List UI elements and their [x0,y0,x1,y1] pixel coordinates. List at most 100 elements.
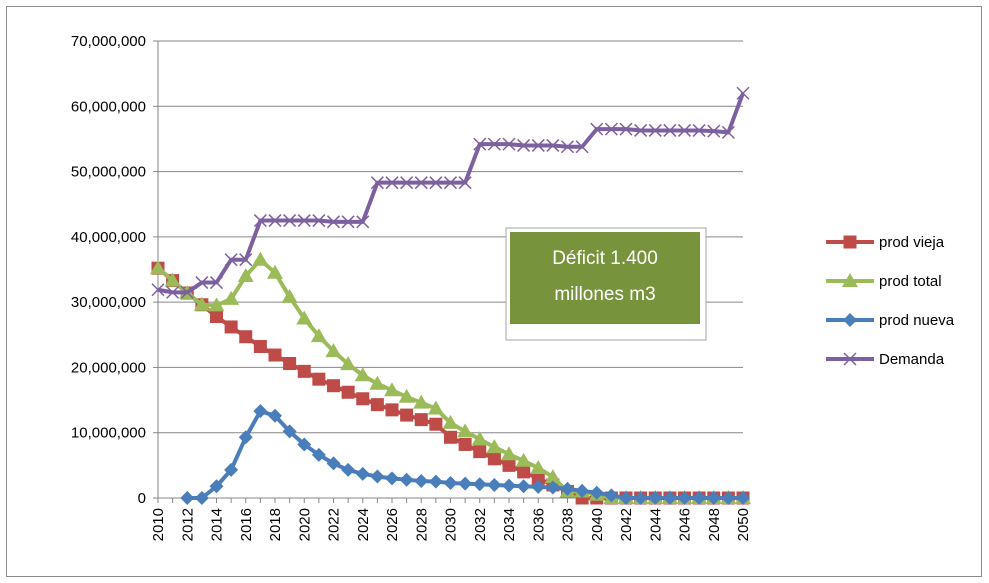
data-point-demanda [253,214,267,228]
deficit-callout: Déficit 1.400 millones m3 [505,227,707,341]
data-point-prod-nueva [487,477,502,492]
y-axis-ticks: 0 10,000,000 20,000,000 30,000,000 40,000,00… [71,33,158,507]
y-tick-label: 60,000,000 [71,98,146,115]
data-point-prod-nueva [443,475,458,490]
legend-marker-prod-nueva [843,313,857,327]
data-point-prod-vieja [341,385,355,399]
data-point-prod-nueva [589,485,604,500]
data-point-prod-vieja [458,437,472,451]
x-tick-label: 2034 [501,508,518,541]
data-point-prod-nueva [355,466,370,481]
data-point-prod-nueva [311,447,326,462]
data-point-prod-nueva [677,491,692,505]
data-point-demanda [429,176,443,190]
x-tick-label: 2040 [589,508,606,541]
data-point-prod-total [150,260,166,275]
data-point-prod-nueva [194,491,209,505]
data-point-demanda [385,176,399,190]
data-point-demanda [546,138,560,152]
data-point-prod-total [310,328,327,343]
data-point-prod-vieja [517,465,531,479]
data-point-prod-total [223,290,240,305]
y-tick-label: 0 [138,490,146,507]
data-point-prod-total [369,375,386,390]
x-tick-label: 2032 [472,508,489,541]
x-tick-label: 2012 [179,508,196,541]
data-point-demanda [414,176,428,190]
data-point-prod-vieja [487,452,501,466]
data-point-demanda [297,214,311,228]
x-tick-label: 2016 [238,508,255,541]
data-point-demanda [458,176,472,190]
data-point-prod-vieja [385,403,399,417]
data-point-prod-nueva [560,481,575,496]
data-point-prod-vieja [531,471,545,485]
x-tick-label: 2046 [677,508,694,541]
x-tick-label: 2024 [355,508,372,541]
data-point-prod-nueva [209,479,224,494]
callout-text-line1: Déficit 1.400 [552,248,658,269]
data-point-demanda [677,123,692,137]
data-point-demanda [721,125,735,139]
data-point-prod-total [384,382,400,397]
x-tick-label: 2010 [150,508,167,541]
data-point-prod-nueva [604,488,619,503]
data-point-demanda [341,215,355,229]
legend-marker-prod-total [842,273,858,287]
data-point-prod-vieja [502,458,516,472]
data-point-prod-nueva [268,408,282,423]
data-point-prod-total [340,356,357,371]
data-point-prod-total [325,343,342,358]
data-point-demanda [224,253,238,267]
data-point-demanda [356,215,370,229]
data-point-prod-vieja [297,364,311,378]
legend-label-prod-nueva: prod nueva [879,312,955,329]
data-point-demanda [326,215,341,229]
data-point-prod-vieja [210,310,223,324]
data-point-prod-vieja [224,320,238,334]
data-point-prod-nueva [736,491,750,505]
data-point-demanda [312,214,326,228]
data-point-prod-nueva [662,491,677,505]
data-point-prod-nueva [399,472,414,487]
data-point-prod-nueva [545,480,560,495]
data-point-prod-total [296,310,313,325]
data-point-prod-vieja [444,430,457,444]
legend-label-prod-total: prod total [879,273,942,290]
data-point-demanda [517,138,531,152]
data-point-prod-nueva [721,491,736,505]
data-point-demanda [560,140,575,154]
data-point-prod-vieja [356,392,370,406]
data-point-prod-vieja [473,445,487,459]
legend-marker-demanda [843,352,857,366]
series-prod-nueva [180,404,750,505]
data-point-prod-total [486,439,503,454]
data-point-prod-total [354,367,371,382]
data-point-prod-total [398,388,415,403]
data-point-demanda [239,253,253,267]
data-point-demanda [648,123,662,137]
data-point-prod-nueva [619,491,633,505]
data-point-prod-total [544,469,561,484]
x-axis-ticks: 2010 2012 2014 2016 2018 2020 2022 2024 2026 2028… [150,498,752,541]
x-tick-label: 2014 [209,508,226,541]
y-tick-label: 70,000,000 [71,33,146,50]
data-point-prod-nueva [282,424,297,439]
data-point-prod-nueva [341,462,356,477]
data-point-prod-nueva [502,478,516,493]
data-point-demanda [268,214,282,228]
data-point-prod-nueva [633,491,648,505]
y-tick-label: 50,000,000 [71,164,146,181]
data-point-prod-nueva [385,471,399,486]
data-point-demanda [473,137,487,151]
data-point-prod-total [237,268,254,283]
data-point-demanda [531,138,545,152]
data-point-prod-total [208,297,225,312]
data-point-prod-vieja [429,417,443,431]
data-point-demanda [443,176,458,190]
data-point-demanda [180,285,194,299]
data-point-prod-vieja [283,357,297,371]
data-point-prod-nueva [531,479,546,494]
data-point-demanda [487,137,501,151]
